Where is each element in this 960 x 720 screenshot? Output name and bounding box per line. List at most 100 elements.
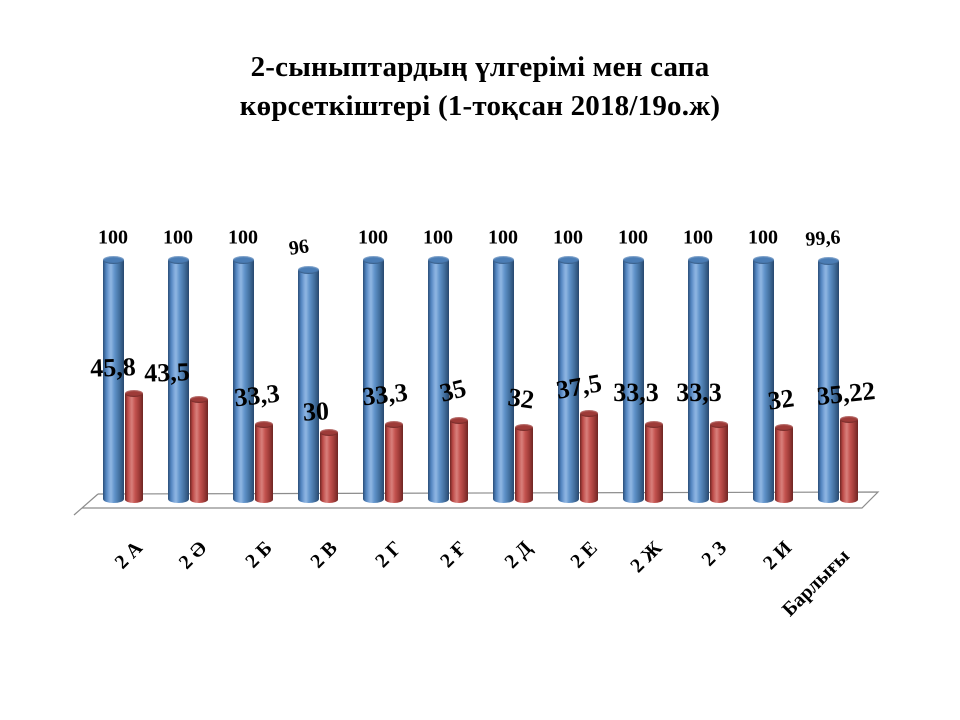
value-label: 100 — [358, 226, 388, 249]
value-label: 33,3 — [360, 377, 410, 412]
bar-body — [297, 269, 319, 503]
bar-body — [189, 399, 208, 503]
value-label: 100 — [228, 226, 258, 249]
chart-title-line2: көрсеткіштері (1-тоқсан 2018/19о.ж) — [239, 90, 721, 123]
bar-top-ellipse — [384, 420, 403, 428]
bar-body — [319, 432, 338, 503]
value-label: 99,6 — [804, 226, 842, 251]
bar-cylinder-blue — [427, 256, 449, 503]
bar-cylinder-red — [319, 428, 338, 503]
bar-cylinder-red — [709, 420, 728, 503]
bar-cylinder-blue — [557, 256, 579, 503]
bar-top-ellipse — [492, 256, 514, 264]
bar-cylinder-blue — [232, 256, 254, 503]
value-label: 100 — [683, 226, 713, 249]
bar-cylinder-red — [774, 423, 793, 503]
bar-top-ellipse — [579, 410, 598, 418]
value-label: 100 — [488, 226, 518, 249]
bar-body — [232, 260, 254, 503]
bar-cylinder-blue — [492, 256, 514, 503]
bar-body — [687, 260, 709, 503]
value-label: 33,3 — [232, 378, 282, 413]
value-label: 100 — [618, 226, 648, 249]
value-label: 100 — [163, 226, 193, 249]
bar-cylinder-red — [839, 416, 858, 503]
bar-top-ellipse — [514, 423, 533, 431]
bar-top-ellipse — [622, 256, 644, 264]
value-label: 32 — [506, 382, 536, 415]
bar-top-ellipse — [319, 428, 338, 436]
bar-body — [644, 424, 663, 503]
bar-top-ellipse — [362, 256, 384, 264]
bar-cylinder-blue — [622, 256, 644, 503]
bar-cylinder-red — [579, 410, 598, 503]
bar-top-ellipse — [297, 265, 319, 274]
bar-cylinder-red — [189, 395, 208, 503]
bar-top-ellipse — [774, 423, 793, 431]
bar-cylinder-blue — [102, 256, 124, 503]
bar-body — [449, 420, 468, 503]
value-label: 43,5 — [143, 357, 191, 388]
chart-area: 100 45,8 2 А 100 43,5 2 Ә 100 33,3 2 Б 96 30 2 В 100… — [0, 180, 960, 700]
bar-cylinder-blue — [297, 265, 319, 503]
bar-body — [427, 260, 449, 503]
bar-cylinder-blue — [362, 256, 384, 503]
bar-body — [622, 260, 644, 503]
bar-cylinder-red — [514, 423, 533, 503]
bar-body — [167, 260, 189, 503]
bar-body — [492, 260, 514, 503]
bar-cylinder-red — [644, 420, 663, 503]
chart-title-line1: 2-сыныптардың үлгерімі мен сапа — [250, 51, 710, 83]
value-label: 100 — [748, 226, 778, 249]
axis-tick — [73, 493, 99, 516]
bar-top-ellipse — [449, 416, 468, 424]
value-label: 100 — [98, 226, 128, 249]
chart-title: 2-сыныптардың үлгерімі мен сапа көрсеткі… — [80, 48, 880, 127]
chart-floor — [73, 491, 880, 516]
bar-body — [557, 260, 579, 503]
bar-body — [774, 427, 793, 503]
bar-body — [709, 424, 728, 503]
bar-cylinder-red — [449, 416, 468, 503]
value-label: 45,8 — [89, 352, 137, 383]
bar-cylinder-red — [254, 420, 273, 503]
bar-top-ellipse — [167, 256, 189, 264]
bar-body — [839, 419, 858, 503]
bar-body — [579, 413, 598, 503]
bar-body — [384, 424, 403, 503]
bar-cylinder-red — [124, 389, 143, 503]
bar-top-ellipse — [709, 420, 728, 428]
value-label: 30 — [302, 396, 330, 427]
bar-top-ellipse — [687, 256, 709, 264]
bar-top-ellipse — [644, 420, 663, 428]
value-label: 100 — [423, 226, 453, 249]
bar-cylinder-blue — [167, 256, 189, 503]
bar-body — [817, 260, 839, 503]
bar-cylinder-blue — [817, 256, 839, 503]
value-label: 100 — [553, 226, 583, 249]
bar-top-ellipse — [427, 256, 449, 264]
bar-body — [254, 424, 273, 503]
bar-top-ellipse — [839, 416, 858, 423]
value-label: 35,22 — [815, 376, 877, 411]
value-label: 32 — [766, 383, 796, 416]
bar-top-ellipse — [752, 256, 774, 264]
bar-body — [362, 260, 384, 503]
bar-top-ellipse — [817, 256, 839, 265]
bar-body — [514, 427, 533, 503]
value-label: 96 — [287, 235, 311, 260]
bar-cylinder-red — [384, 420, 403, 503]
bar-top-ellipse — [102, 256, 124, 264]
bar-cylinder-blue — [687, 256, 709, 503]
value-label: 33,3 — [613, 378, 659, 407]
bar-top-ellipse — [254, 420, 273, 428]
bar-top-ellipse — [232, 256, 254, 264]
value-label: 33,3 — [676, 378, 722, 407]
bar-cylinder-blue — [752, 256, 774, 503]
bar-top-ellipse — [557, 256, 579, 264]
bar-body — [124, 393, 143, 503]
bar-body — [102, 260, 124, 503]
bar-top-ellipse — [189, 395, 208, 403]
bar-body — [752, 260, 774, 503]
